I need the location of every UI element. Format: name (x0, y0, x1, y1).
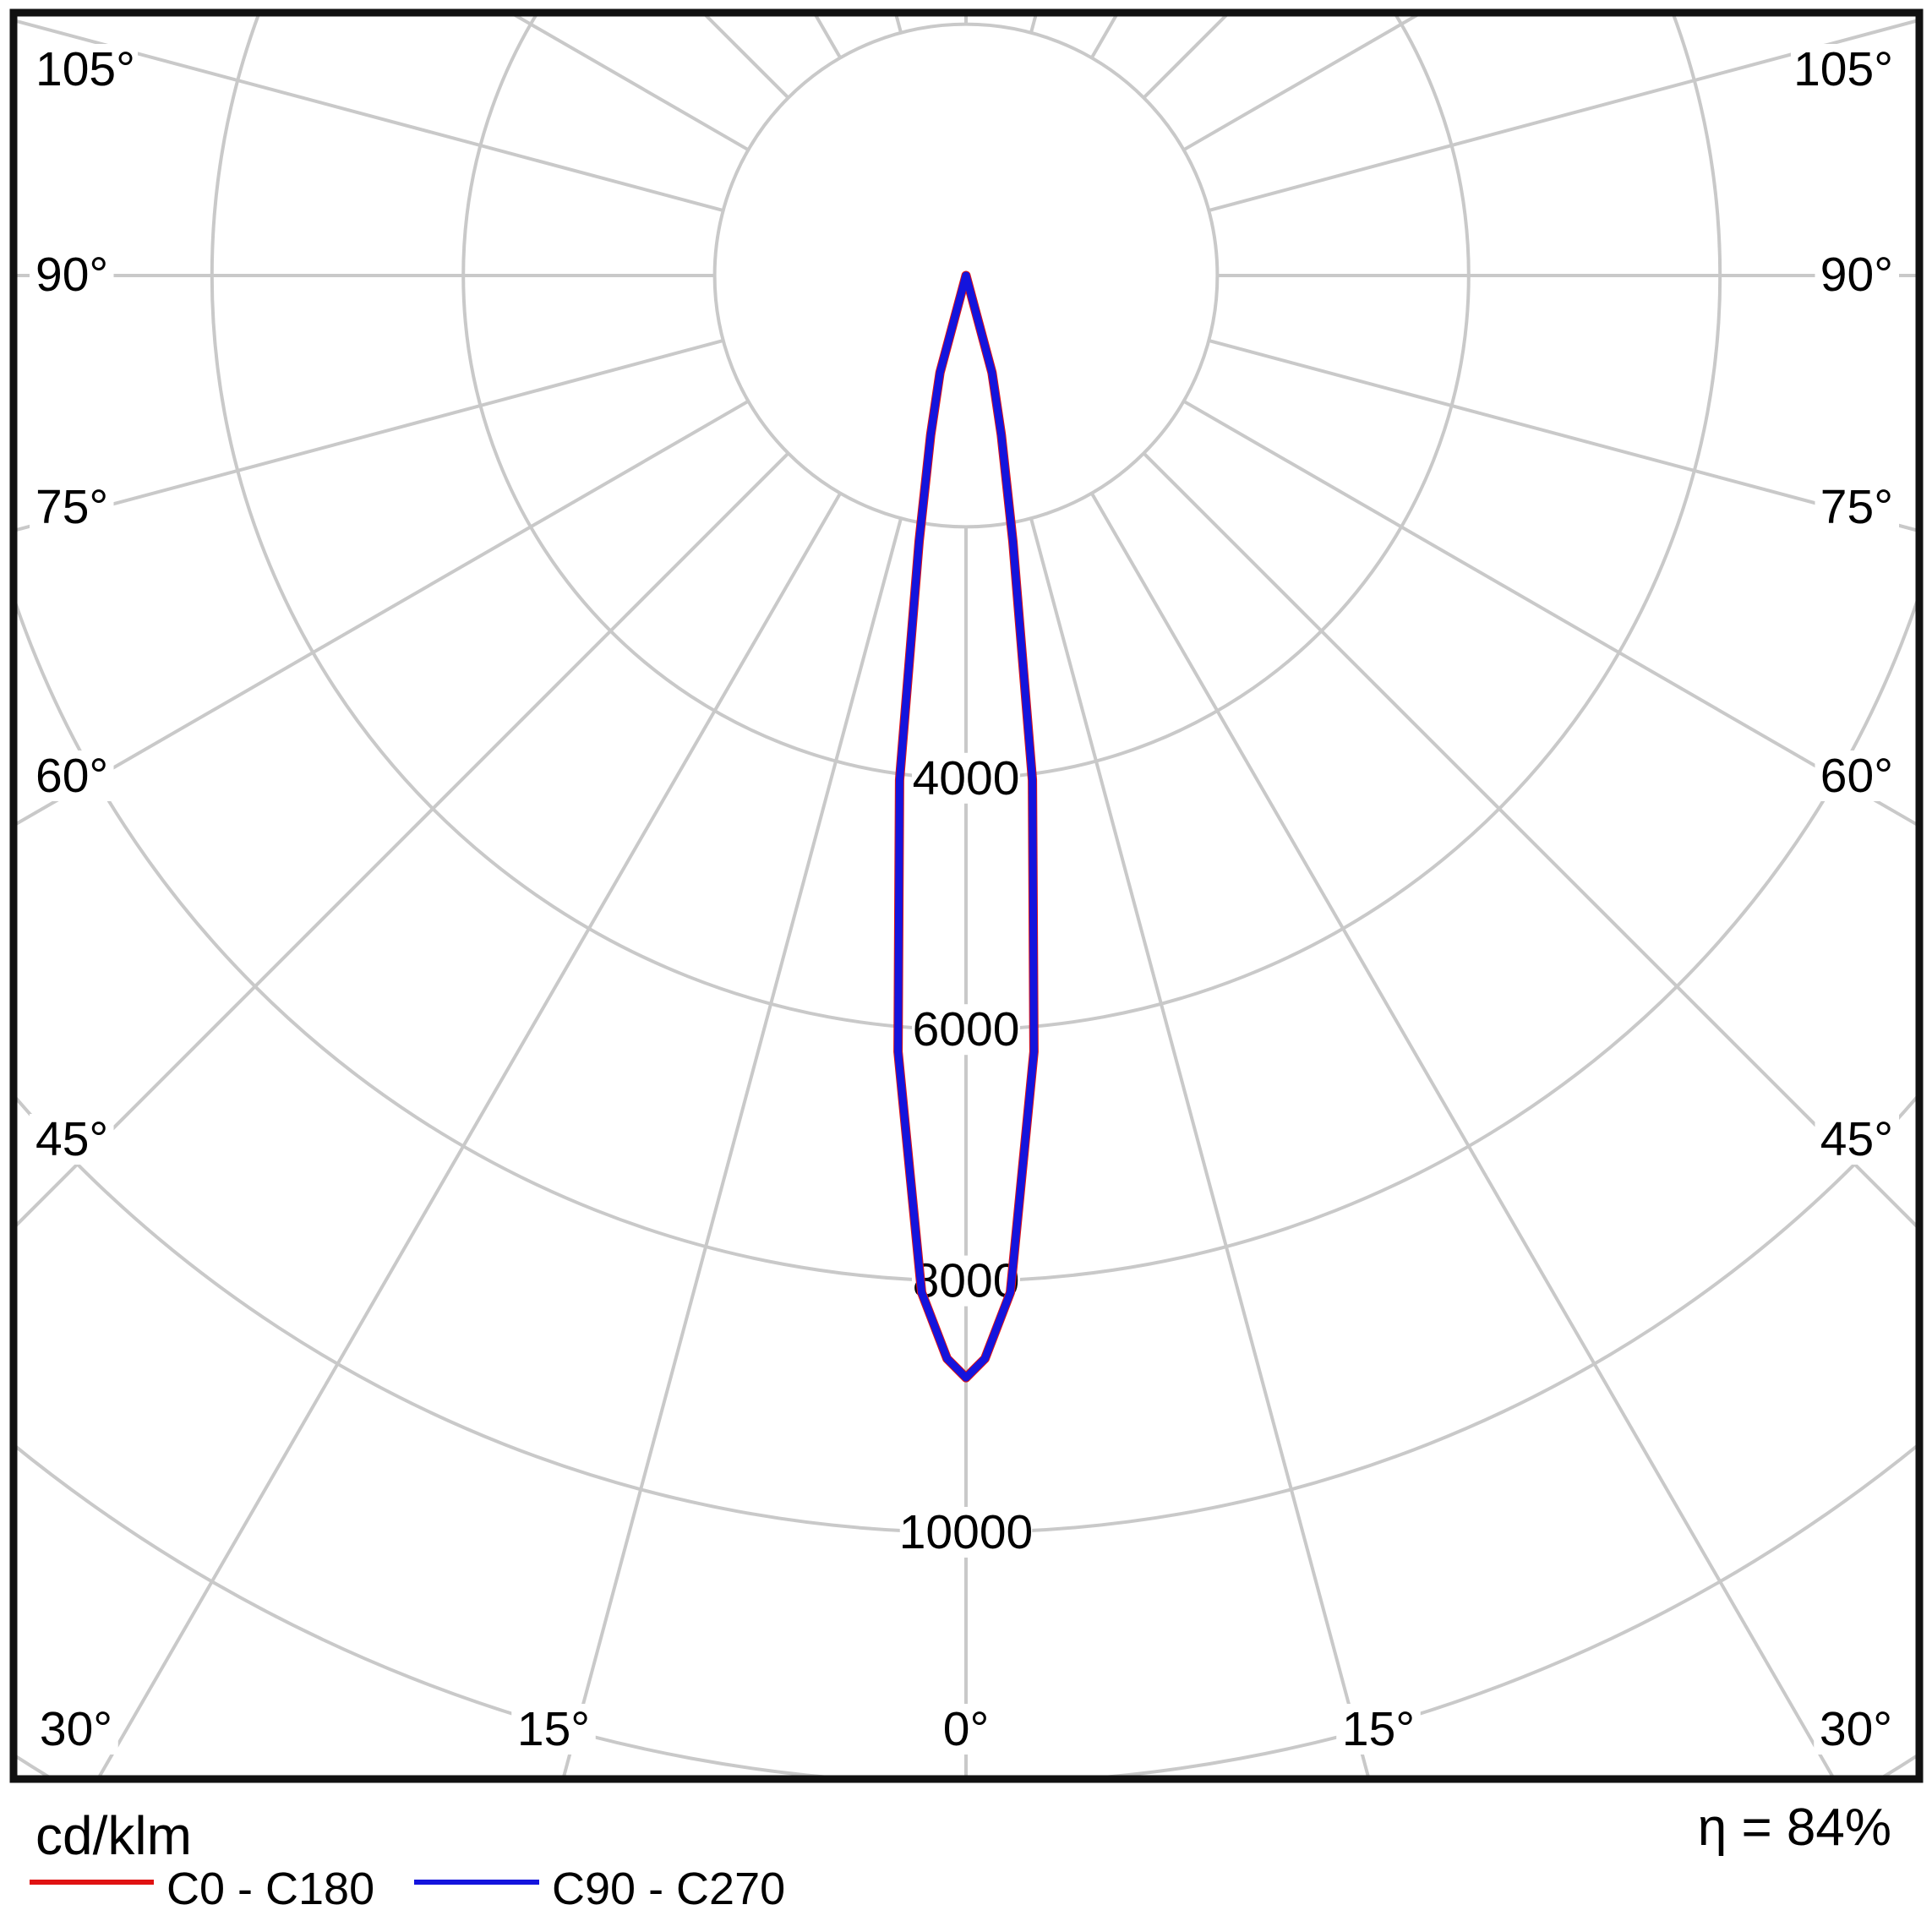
angle-label-chip (30, 1114, 114, 1165)
legend-label-c90-c270: C90 - C270 (552, 1864, 786, 1914)
angle-label: 15° (1342, 1702, 1415, 1756)
grid-ray (96, 492, 843, 1779)
angle-label-chip (30, 750, 114, 801)
ring-label-chip (912, 1255, 1020, 1307)
angle-label: 105° (35, 42, 135, 96)
angle-label-chip (1814, 1704, 1898, 1755)
angle-label-chip (1815, 249, 1899, 300)
angle-label-chip (1815, 482, 1899, 532)
ring-label-chip (899, 1507, 1033, 1558)
angle-label: 60° (1820, 749, 1893, 803)
legend-line-c90-c270 (414, 1880, 539, 1885)
efficiency-label: η = 84% (1697, 1798, 1891, 1857)
grid-ray (14, 451, 790, 1231)
angle-label-chip (1815, 750, 1899, 801)
angle-label: 45° (35, 1112, 108, 1166)
grid-ray (14, 339, 724, 533)
ring-label-chip (912, 752, 1020, 804)
grid-ray (1142, 451, 1919, 1231)
angle-label: 15° (517, 1702, 590, 1756)
angle-label-chip (1815, 1114, 1899, 1165)
angle-label-chip (30, 482, 114, 532)
grid-ray (14, 399, 750, 827)
angle-label: 30° (1820, 1702, 1892, 1756)
ring-label: 8000 (913, 1254, 1020, 1308)
ring-label: 4000 (913, 751, 1020, 805)
angle-label: 45° (1820, 1112, 1893, 1166)
grid-ray (1182, 399, 1919, 828)
angle-label-chip (511, 1704, 596, 1755)
ring-label-chip (912, 1004, 1020, 1056)
angle-label-chip (30, 249, 114, 300)
grid-ray (1208, 18, 1919, 212)
angle-label-chip (936, 1704, 996, 1755)
angle-label: 90° (1820, 248, 1893, 302)
angle-label: 90° (35, 248, 108, 302)
angle-label-chip (34, 1704, 118, 1755)
legend-line-c0-c180 (30, 1880, 154, 1885)
angle-label: 60° (35, 749, 108, 803)
angle-label-chip (1336, 1704, 1421, 1755)
grid-ray (1089, 492, 1836, 1779)
angle-label: 75° (1820, 480, 1893, 534)
angle-label-chip (30, 44, 138, 95)
curve-c90-c270 (894, 271, 1038, 1382)
unit-label: cd/klm (35, 1805, 192, 1866)
angle-label-chip (1791, 44, 1899, 95)
chart-frame (9, 8, 1924, 1783)
angle-label: 105° (1793, 42, 1893, 96)
grid-ray (1208, 339, 1919, 533)
ring-label: 10000 (899, 1505, 1034, 1559)
grid-ray (14, 18, 724, 212)
legend-label-c0-c180: C0 - C180 (166, 1864, 375, 1914)
angle-label: 30° (40, 1702, 112, 1756)
ring-label: 6000 (913, 1002, 1020, 1056)
angle-label: 75° (35, 480, 108, 534)
angle-label: 0° (943, 1702, 990, 1756)
